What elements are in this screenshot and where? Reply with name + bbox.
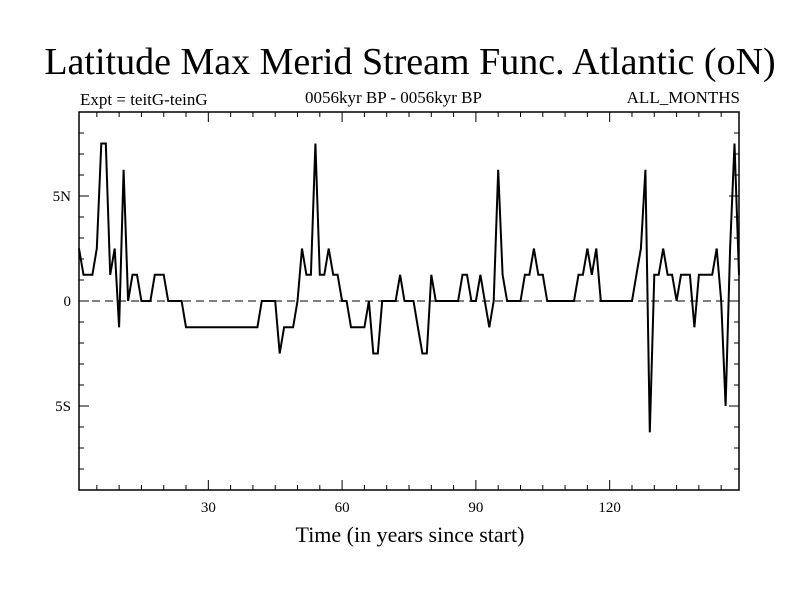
months-label: ALL_MONTHS [626, 88, 740, 107]
x-tick-label: 60 [335, 500, 350, 516]
x-axis-title: Time (in years since start) [295, 522, 525, 547]
x-tick-label: 90 [468, 500, 483, 516]
y-tick-label: 5S [55, 399, 71, 415]
y-tick-label: 5N [53, 189, 72, 205]
y-tick-label: 0 [64, 294, 72, 310]
x-tick-label: 30 [201, 500, 216, 516]
x-tick-label: 120 [598, 500, 621, 516]
axis-ticks: 30 60 90 120 5N 0 5S [53, 112, 739, 516]
chart-title: Latitude Max Merid Stream Func. Atlantic… [44, 41, 776, 83]
period-label: 0056kyr BP - 0056kyr BP [305, 88, 482, 107]
series-line [78, 142, 740, 433]
experiment-label: Expt = teitG-teinG [80, 90, 208, 109]
